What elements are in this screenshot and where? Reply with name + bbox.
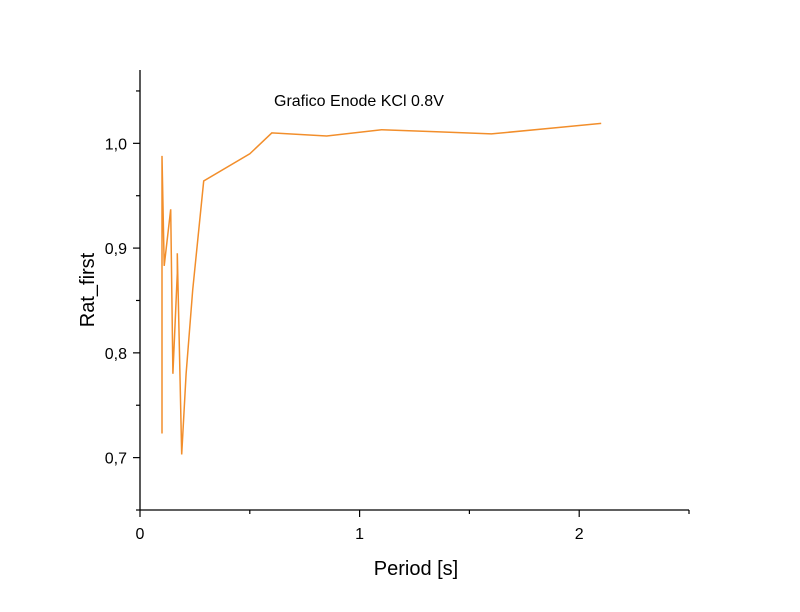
axes — [139, 70, 689, 511]
y-tick-label: 0,7 — [105, 451, 127, 468]
chart-title: Grafico Enode KCl 0.8V — [274, 93, 444, 110]
y-tick-label: 0,9 — [105, 241, 127, 258]
y-axis-title: Rat_first — [77, 252, 99, 327]
x-ticks: 0 1 2 — [136, 510, 690, 543]
series-group — [161, 122, 602, 455]
x-tick-label: 0 — [136, 526, 145, 543]
series-line-0 — [161, 122, 602, 455]
x-tick-label: 2 — [575, 526, 584, 543]
y-tick-label: 0,8 — [105, 346, 127, 363]
y-tick-label: 1,0 — [105, 136, 127, 153]
y-ticks: 0,7 0,8 0,9 1,0 — [105, 90, 140, 511]
x-tick-label: 1 — [355, 526, 364, 543]
x-axis-title: Period [s] — [374, 558, 458, 580]
